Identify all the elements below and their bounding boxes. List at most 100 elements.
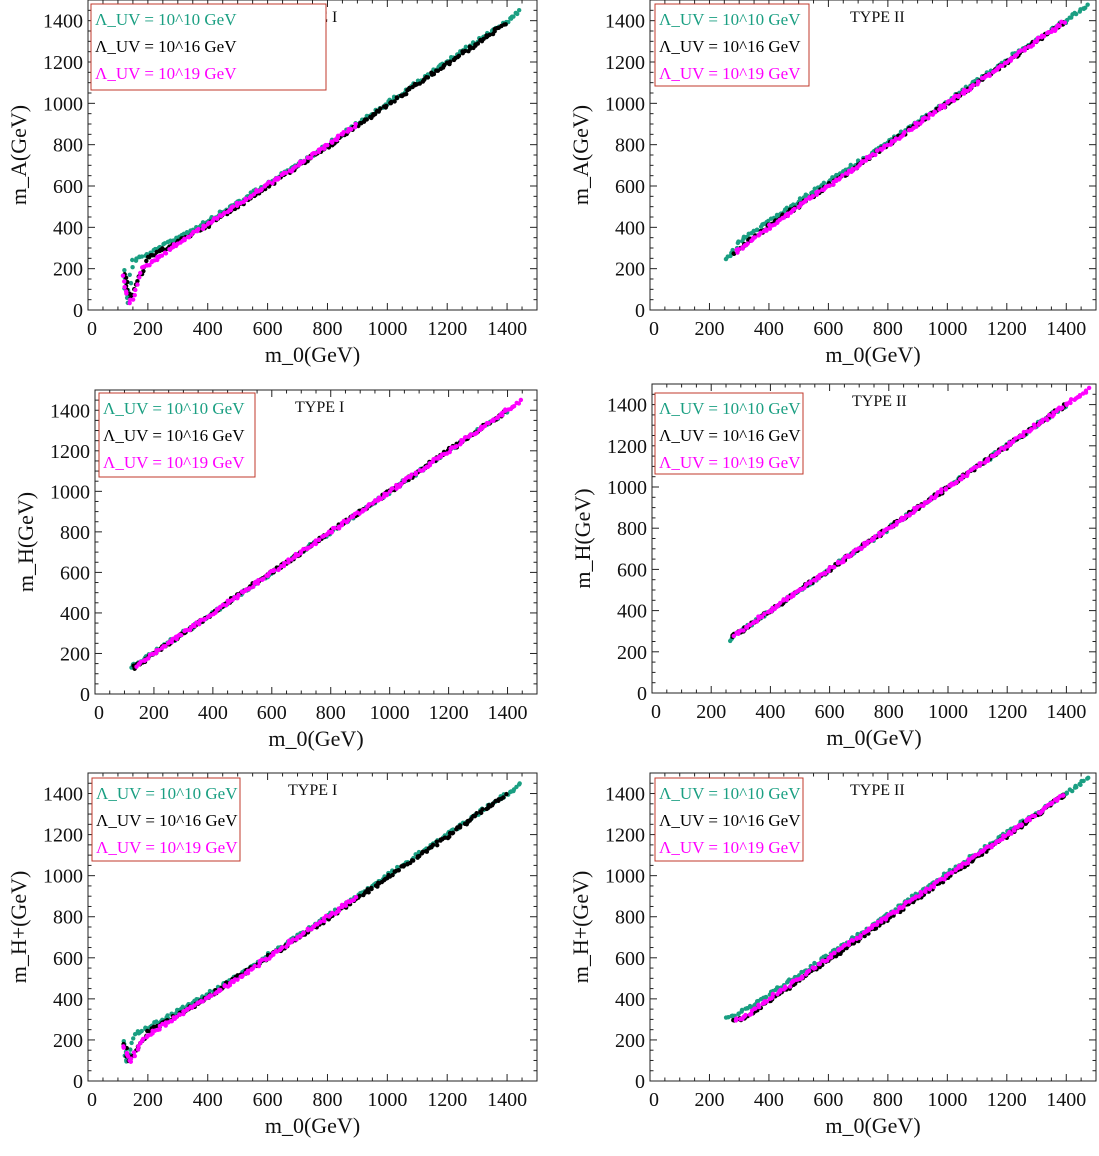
scatter-point	[301, 930, 306, 935]
scatter-point	[754, 619, 760, 624]
x-tick-label: 600	[813, 318, 843, 340]
y-tick-label: 200	[60, 643, 90, 665]
scatter-point	[127, 300, 132, 306]
scatter-point	[1059, 19, 1064, 25]
scatter-point	[150, 651, 155, 656]
y-tick-label: 1000	[607, 477, 647, 499]
x-tick-label: 400	[198, 702, 228, 724]
scatter-point	[282, 560, 287, 566]
scatter-point	[121, 1045, 126, 1050]
scatter-point	[792, 206, 797, 212]
scatter-point	[1085, 2, 1090, 7]
scatter-point	[876, 530, 882, 536]
scatter-point	[196, 621, 202, 627]
scatter-point	[730, 247, 735, 253]
scatter-point	[810, 190, 815, 195]
scatter-point	[516, 7, 522, 13]
panel-title: TYPE II	[850, 9, 905, 26]
scatter-point	[353, 121, 358, 127]
x-tick-label: 600	[253, 318, 283, 340]
x-tick-label: 600	[815, 701, 845, 723]
scatter-point	[139, 1028, 144, 1034]
x-tick-label: 1000	[367, 1089, 407, 1111]
scatter-point	[1018, 48, 1024, 53]
panel-title: TYPE I	[288, 782, 337, 799]
scatter-point	[462, 435, 468, 440]
scatter-point	[1044, 416, 1049, 421]
scatter-point	[1034, 39, 1039, 44]
y-tick-label: 0	[80, 684, 90, 706]
scatter-point	[954, 479, 959, 485]
scatter-point	[1009, 55, 1015, 61]
scatter-point	[749, 238, 754, 244]
scatter-point	[214, 216, 220, 221]
scatter-point	[144, 258, 149, 264]
scatter-point	[850, 938, 856, 943]
legend-entry: Λ_UV = 10^10 GeV	[103, 399, 245, 418]
y-tick-label: 0	[73, 300, 83, 322]
scatter-point	[515, 11, 520, 17]
scatter-point	[501, 795, 506, 800]
scatter-point	[747, 1003, 753, 1009]
y-tick-label: 1400	[605, 11, 645, 33]
x-axis-label: m_0(GeV)	[265, 342, 360, 367]
scatter-point	[255, 581, 261, 586]
y-tick-label: 1000	[43, 866, 83, 888]
scatter-point	[1086, 775, 1091, 781]
scatter-point	[192, 623, 197, 629]
x-tick-label: 800	[873, 318, 903, 340]
scatter-point	[447, 449, 452, 455]
x-tick-label: 1200	[987, 1089, 1027, 1111]
scatter-point	[933, 110, 938, 115]
x-tick-label: 400	[754, 1089, 784, 1111]
scatter-point	[956, 93, 961, 98]
scatter-point	[731, 251, 736, 256]
scatter-point	[848, 162, 853, 168]
y-tick-label: 800	[615, 135, 645, 157]
scatter-point	[837, 176, 842, 181]
y-tick-label: 800	[53, 135, 83, 157]
scatter-point	[951, 98, 956, 104]
scatter-series-group	[727, 385, 1092, 644]
y-tick-label: 0	[635, 1071, 645, 1093]
legend-box	[654, 3, 810, 87]
x-tick-label: 200	[139, 702, 169, 724]
y-tick-label: 400	[615, 217, 645, 239]
scatter-point	[313, 151, 318, 156]
scatter-point	[467, 44, 473, 49]
scatter-point	[1081, 778, 1086, 784]
legend-box	[90, 3, 327, 91]
scatter-point	[122, 284, 127, 290]
scatter-point	[486, 420, 491, 426]
y-tick-label: 200	[53, 1030, 83, 1052]
scatter-point	[731, 633, 737, 639]
scatter-point	[511, 403, 517, 409]
scatter-point	[316, 537, 322, 543]
scatter-point	[1010, 439, 1016, 445]
scatter-point	[840, 173, 845, 178]
x-tick-label: 1400	[1046, 318, 1086, 340]
y-tick-label: 600	[615, 176, 645, 198]
scatter-point	[178, 632, 184, 638]
scatter-point	[276, 175, 281, 181]
scatter-point	[447, 59, 453, 64]
y-axis-label: m_H(GeV)	[570, 488, 595, 588]
scatter-point	[946, 99, 951, 104]
legend-entry: Λ_UV = 10^19 GeV	[659, 838, 801, 857]
legend-entry: Λ_UV = 10^10 GeV	[96, 784, 238, 803]
scatter-point	[468, 432, 473, 437]
scatter-point	[475, 41, 481, 46]
scatter-point	[230, 204, 236, 209]
y-tick-label: 1200	[43, 52, 83, 74]
y-tick-label: 400	[617, 601, 647, 623]
y-tick-label: 800	[615, 907, 645, 929]
scatter-point	[1035, 35, 1041, 41]
legend-box	[98, 392, 256, 478]
scatter-point	[816, 189, 821, 194]
x-tick-label: 400	[193, 1089, 223, 1111]
scatter-point	[165, 1013, 170, 1018]
scatter-point	[135, 282, 140, 287]
scatter-point	[237, 201, 243, 206]
legend-entry: Λ_UV = 10^16 GeV	[659, 811, 801, 830]
